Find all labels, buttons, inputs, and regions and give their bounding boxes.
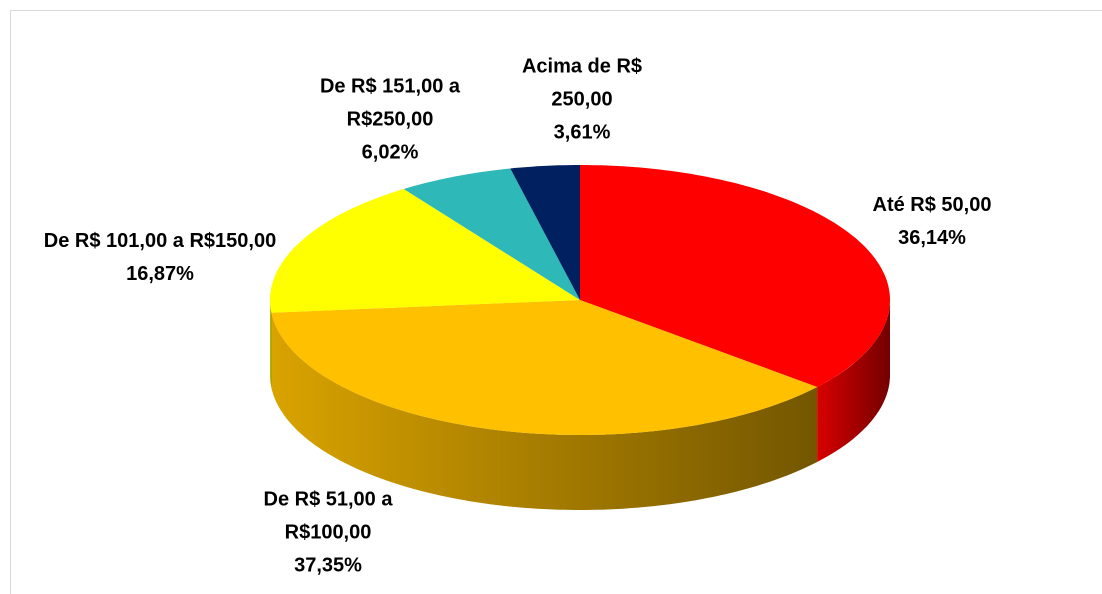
data-label: Até R$ 50,00 36,14% xyxy=(832,189,1032,255)
pie-slice xyxy=(510,165,580,300)
pie-side xyxy=(817,300,890,462)
chart-border xyxy=(10,10,1102,594)
value-label: 6,02% xyxy=(361,141,419,164)
pie-slice xyxy=(580,165,890,387)
pie-side xyxy=(271,312,818,510)
value-label: 3,61% xyxy=(553,121,611,144)
pie-slice xyxy=(271,300,818,435)
data-label: De R$ 101,00 a R$150,00 16,87% xyxy=(0,225,320,291)
category-label: De R$ 101,00 a R$150,00 xyxy=(43,230,277,252)
data-label: Acima de R$ 250,00 3,61% xyxy=(502,51,662,150)
pie-slice xyxy=(270,189,580,313)
data-label: De R$ 51,00 a R$100,00 37,35% xyxy=(238,484,418,583)
category-label: Até R$ 50,00 xyxy=(872,194,992,216)
category-label: De R$ 51,00 a R$100,00 xyxy=(263,488,393,544)
pie-side xyxy=(270,300,272,388)
data-label: De R$ 151,00 a R$250,00 6,02% xyxy=(290,71,490,170)
category-label: Acima de R$ 250,00 xyxy=(521,55,643,111)
category-label: De R$ 151,00 a R$250,00 xyxy=(319,75,461,131)
value-label: 36,14% xyxy=(898,227,966,249)
value-label: 16,87% xyxy=(126,263,194,285)
pie-slice xyxy=(403,168,580,300)
value-label: 37,35% xyxy=(294,554,362,577)
